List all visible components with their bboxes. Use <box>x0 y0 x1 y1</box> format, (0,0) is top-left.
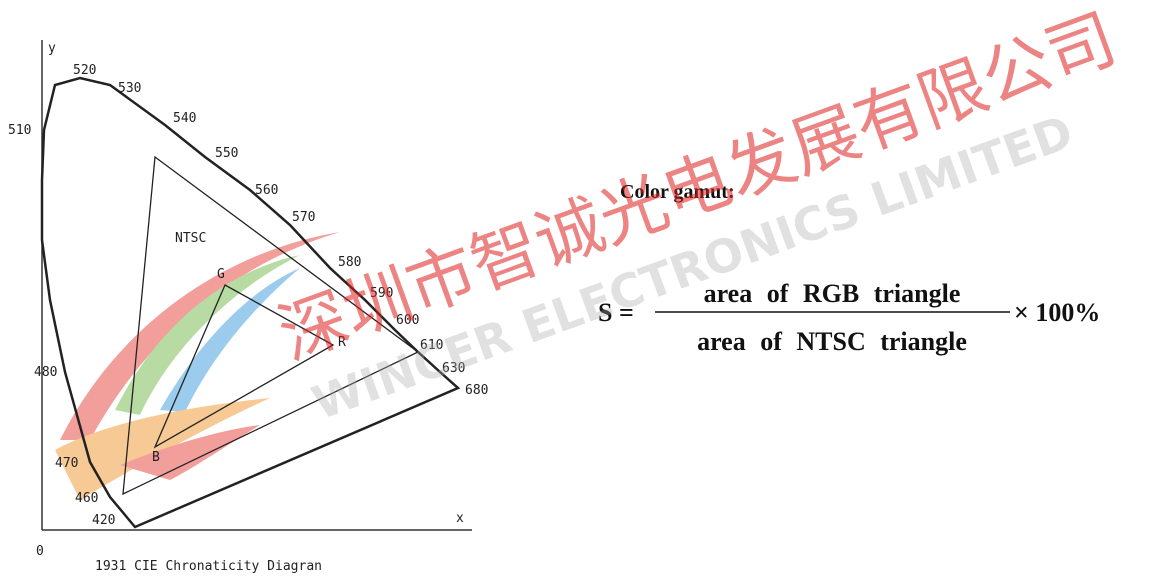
wavelength-label: 600 <box>396 313 419 328</box>
wavelength-label: 680 <box>465 383 488 398</box>
wavelength-label: 590 <box>370 286 393 301</box>
wavelength-label: 520 <box>73 63 96 78</box>
x-label: x <box>456 511 464 526</box>
formula-denominator: area of NTSC triangle <box>697 327 967 356</box>
wavelength-label: 480 <box>34 365 57 380</box>
wavelength-label: 630 <box>442 361 465 376</box>
logo-swoosh <box>55 232 340 500</box>
caption: 1931 CIE Chronaticity Diagran <box>95 559 322 574</box>
wavelength-label: 470 <box>55 456 78 471</box>
y-label: y <box>48 41 56 56</box>
spectral-locus <box>40 76 461 529</box>
wavelength-label: 530 <box>118 81 141 96</box>
rgb-triangle <box>153 284 335 449</box>
wavelength-label: 580 <box>338 255 361 270</box>
watermark-chinese: 深圳市智诚光电发展有限公司 <box>269 0 1127 376</box>
wavelength-label: 560 <box>255 183 278 198</box>
vertex-label: G <box>217 267 225 282</box>
wavelength-label: 510 <box>8 123 31 138</box>
wavelength-label: 540 <box>173 111 196 126</box>
vertex-label: R <box>338 335 346 350</box>
gamut-title: Color gamut: <box>620 181 735 203</box>
vertex-label: B <box>152 450 160 465</box>
origin-label: 0 <box>36 544 44 559</box>
ntsc-label: NTSC <box>175 231 206 246</box>
wavelength-label: 460 <box>75 491 98 506</box>
wavelength-label: 610 <box>420 338 443 353</box>
formula-factor: × 100% <box>1014 298 1100 327</box>
wavelength-label: 570 <box>292 210 315 225</box>
wavelength-label: 550 <box>215 146 238 161</box>
formula-lhs: S = <box>598 298 634 327</box>
wavelength-label: 420 <box>92 513 115 528</box>
formula-numerator: area of RGB triangle <box>704 279 961 308</box>
ntsc-triangle <box>122 155 420 496</box>
